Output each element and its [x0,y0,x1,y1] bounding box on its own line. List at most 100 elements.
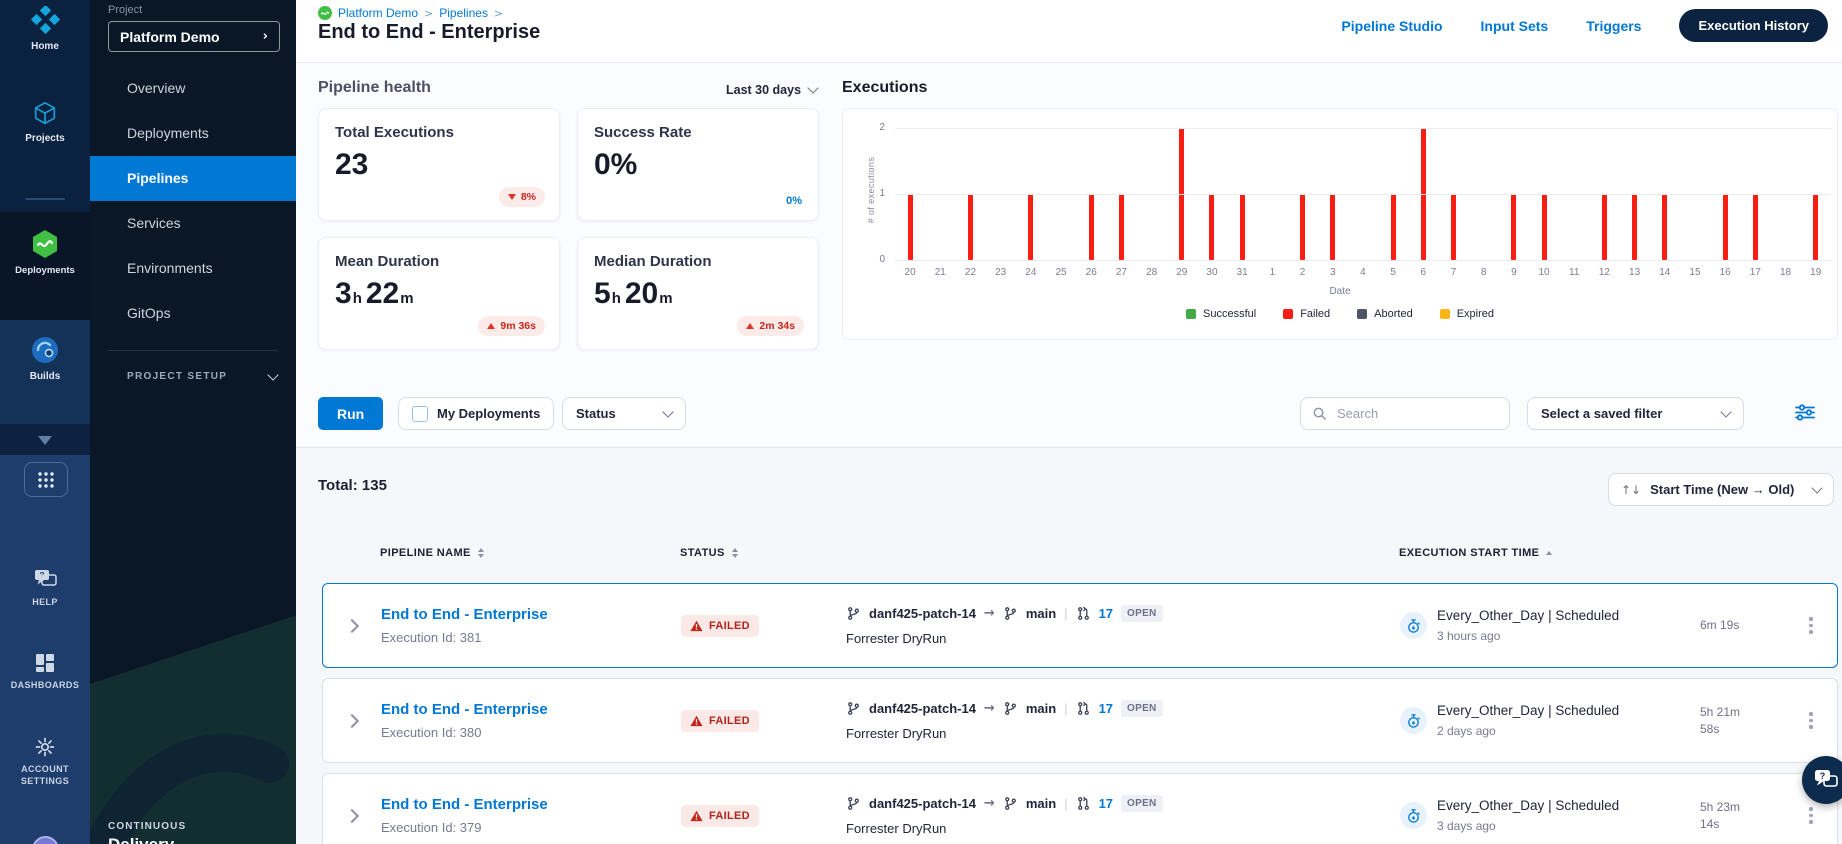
breadcrumb-separator: > [424,6,434,20]
git-branches-line: danf425-patch-14 → main | 17 OPEN [846,795,1400,812]
triangle-up-icon [746,323,755,329]
breadcrumb-pipelines[interactable]: Pipelines [439,6,488,20]
pull-request-icon [1076,796,1091,811]
pull-request-number[interactable]: 17 [1098,701,1114,716]
status-badge-failed: FAILED [681,709,759,732]
date-range-select[interactable]: Last 30 days [726,82,819,97]
trigger-name: Every_Other_Day [1437,703,1545,718]
chart-bar [1511,194,1517,260]
my-deployments-filter[interactable]: My Deployments [398,397,555,430]
search-box [1300,397,1510,430]
rail-item-home[interactable]: Home [0,6,90,52]
pull-request-number[interactable]: 17 [1098,796,1114,811]
sidebar-item-overview[interactable]: Overview [127,80,186,96]
execution-row[interactable]: End to End - Enterprise Execution Id: 379… [322,773,1838,844]
project-setup-toggle[interactable]: PROJECT SETUP [127,368,279,382]
status-text: FAILED [709,809,750,822]
total-count: Total: 135 [318,477,387,494]
chart-bar-slot [1438,128,1468,260]
filter-sliders-icon[interactable] [1794,403,1816,427]
rail-item-help[interactable]: ? HELP [0,568,90,608]
breadcrumb-project[interactable]: Platform Demo [338,6,419,20]
sidebar-item-services[interactable]: Services [127,215,181,231]
rail-item-deployments[interactable]: Deployments [0,228,90,276]
tab-input-sets[interactable]: Input Sets [1480,17,1549,34]
pipeline-tag: Forrester DryRun [846,631,947,646]
execution-row[interactable]: End to End - Enterprise Execution Id: 381… [322,583,1838,668]
column-header-pipeline-name[interactable]: PIPELINE NAME [380,547,680,559]
chart-x-tick: 16 [1719,267,1731,278]
metric-value: 23 [335,148,543,182]
rail-item-account-settings[interactable]: ACCOUNT SETTINGS [0,736,90,787]
pipeline-name-link[interactable]: End to End - Enterprise [381,606,548,623]
rail-item-projects[interactable]: Projects [0,100,90,144]
row-menu-button[interactable] [1809,807,1813,824]
row-menu-button[interactable] [1809,617,1813,634]
pull-request-number[interactable]: 17 [1098,606,1114,621]
row-expand-chevron-icon[interactable] [344,618,360,633]
chart-x-tick: 15 [1689,267,1701,278]
run-button[interactable]: Run [318,397,384,430]
execution-row[interactable]: End to End - Enterprise Execution Id: 380… [322,678,1838,763]
tab-triggers[interactable]: Triggers [1586,17,1642,34]
git-branch-icon [1003,701,1018,716]
source-branch: danf425-patch-14 [869,701,976,716]
row-expand-chevron-icon[interactable] [344,808,360,823]
metric-card-success-rate: Success Rate 0% 0% [577,108,819,221]
started-time: 2 days ago [1437,724,1496,738]
support-chat-button[interactable]: ? [1802,756,1842,804]
row-menu-button[interactable] [1809,712,1813,729]
trigger-texts: Every_Other_Day | Scheduled 3 hours ago [1437,608,1619,643]
sidebar-item-environments[interactable]: Environments [127,260,213,276]
pipeline-name-cell: End to End - Enterprise Execution Id: 379 [381,796,681,835]
my-deployments-checkbox[interactable] [412,405,428,422]
chart-bar-slot [1710,128,1740,260]
saved-filter-dropdown[interactable]: Select a saved filter [1527,397,1744,430]
health-cards: Total Executions 23 8% Success Rate 0% 0% Mean… [318,108,819,350]
rail-collapse-chevron-icon[interactable] [38,436,52,445]
rail-item-dashboards[interactable]: DASHBOARDS [0,652,90,691]
trigger-name-line: Every_Other_Day | Scheduled [1437,798,1619,813]
chart-x-tick: 13 [1629,267,1641,278]
sidebar-item-deployments[interactable]: Deployments [127,125,209,141]
breadcrumb-separator: > [493,6,504,20]
tab-pipeline-studio[interactable]: Pipeline Studio [1341,17,1443,34]
column-header-status[interactable]: STATUS [680,547,845,559]
status-filter-dropdown[interactable]: Status [562,397,686,430]
pipeline-tabs: Pipeline Studio Input Sets Triggers Exec… [1341,9,1828,42]
chart-bar-slot [1016,128,1046,260]
row-expand-chevron-icon[interactable] [344,713,360,728]
sidebar-item-pipelines[interactable]: Pipelines [90,156,296,201]
status-cell: FAILED [681,614,846,637]
divider: | [1064,701,1068,716]
search-input[interactable] [1335,405,1489,422]
legend-label: Failed [1300,308,1331,320]
metric-number: 5 [594,277,611,310]
pipeline-name-link[interactable]: End to End - Enterprise [381,701,548,718]
git-info-cell: danf425-patch-14 → main | 17 OPEN Forrester Dr… [846,605,1400,646]
chat-help-icon: ? [1813,768,1839,792]
trigger-type: Scheduled [1555,798,1620,813]
pipeline-name-link[interactable]: End to End - Enterprise [381,796,548,813]
metric-corner-text: 0% [786,195,802,207]
tab-execution-history[interactable]: Execution History [1679,9,1828,42]
trigger-cell: Every_Other_Day | Scheduled 3 days ago [1400,798,1700,833]
sort-dropdown[interactable]: ↑↓ Start Time (New → Old) [1608,473,1834,506]
legend-item-expired: Expired [1439,308,1494,320]
module-picker-grid-icon[interactable] [24,462,68,497]
chart-bar [1088,194,1094,260]
project-selector[interactable]: Platform Demo › [108,21,280,52]
target-branch: main [1025,606,1057,621]
column-header-execution-start-time[interactable]: EXECUTION START TIME [1399,547,1699,559]
sidebar-item-gitops[interactable]: GitOps [127,305,171,321]
chart-x-tick: 29 [1176,267,1188,278]
chart-bar [1118,194,1124,260]
metric-card-mean-duration: Mean Duration 3h 22m 9m 36s [318,237,560,350]
chart-bar [1813,194,1819,260]
legend-swatch [1439,309,1450,319]
rail-item-builds[interactable]: Builds [0,334,90,382]
source-branch: danf425-patch-14 [869,796,976,811]
chart-y-tick: 2 [879,122,885,133]
pipeline-tag: Forrester DryRun [846,821,947,836]
